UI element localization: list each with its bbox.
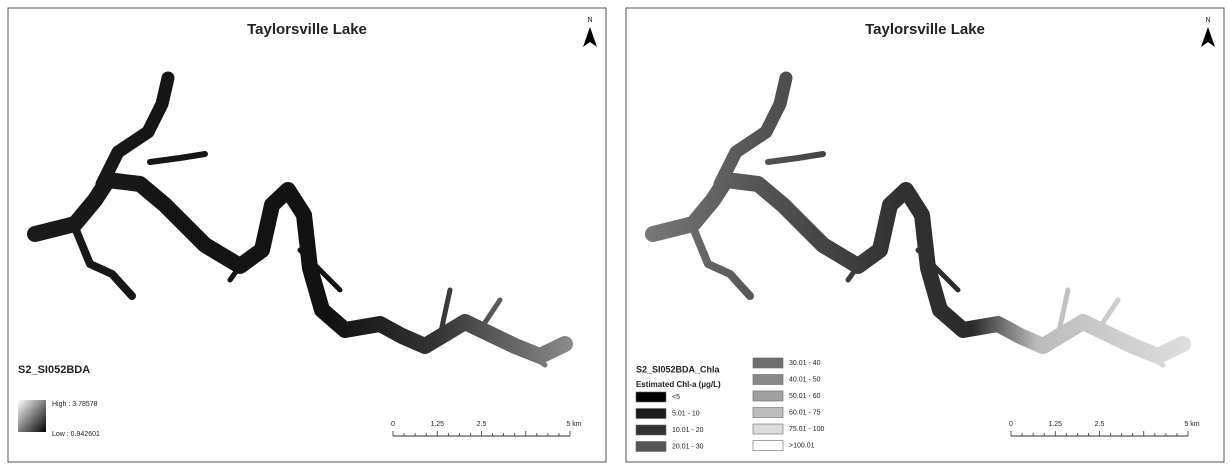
scale-label: 0 [1009,421,1013,428]
legend-label: <5 [672,394,680,401]
legend-swatch [636,442,666,452]
legend-swatch [636,409,666,419]
scale-label: 1.25 [430,421,444,428]
legend-label: >100.01 [789,442,815,449]
legend-label: 60.01 - 75 [789,409,821,416]
legend-swatch [636,425,666,435]
north-label: N [1205,17,1210,24]
legend-label: 20.01 - 30 [672,443,704,450]
north-label: N [587,17,592,24]
map-panel: Taylorsville Lake N S2_SI052BDA High : 3… [8,8,606,462]
legend-swatch [753,424,783,434]
legend-high: High : 3.78578 [52,401,98,408]
legend-swatch [636,392,666,402]
color-ramp [18,400,46,432]
legend-label: 50.01 - 60 [789,393,821,400]
figure: Taylorsville Lake N S2_SI052BDA High : 3… [0,0,1230,464]
scale-label: 5 km [1184,421,1199,428]
scale-label: 1.25 [1048,421,1062,428]
legend-label: 5.01 - 10 [672,410,700,417]
legend-swatch [753,441,783,451]
map-title: Taylorsville Lake [865,21,985,38]
legend-swatch [753,391,783,401]
scale-label: 0 [391,421,395,428]
legend-swatch [753,358,783,368]
scale-label: 5 km [566,421,581,428]
map-title: Taylorsville Lake [247,21,367,38]
legend-subtitle: Estimated Chl-a (µg/L) [636,380,721,389]
legend-label: 10.01 - 20 [672,427,704,434]
legend-label: 40.01 - 50 [789,376,821,383]
legend-swatch [753,408,783,418]
scale-label: 2.5 [477,421,487,428]
map-panel: Taylorsville Lake N S2_SI052BDA_Chla Est… [626,8,1224,462]
scale-label: 2.5 [1095,421,1105,428]
legend-title: S2_SI052BDA [18,364,90,376]
legend-label: 75.01 - 100 [789,426,825,433]
legend-swatch [753,375,783,385]
legend-label: 30.01 - 40 [789,360,821,367]
legend-low: Low : 0.942601 [52,431,100,438]
legend-title: S2_SI052BDA_Chla [636,364,721,374]
